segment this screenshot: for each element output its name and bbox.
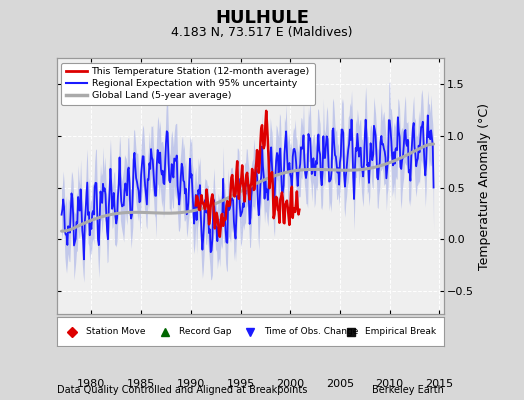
Text: Record Gap: Record Gap <box>179 327 231 336</box>
Text: Berkeley Earth: Berkeley Earth <box>373 385 444 395</box>
Text: Time of Obs. Change: Time of Obs. Change <box>264 327 358 336</box>
Legend: This Temperature Station (12-month average), Regional Expectation with 95% uncer: This Temperature Station (12-month avera… <box>61 63 314 105</box>
Text: Station Move: Station Move <box>86 327 145 336</box>
Y-axis label: Temperature Anomaly (°C): Temperature Anomaly (°C) <box>478 102 492 270</box>
Text: HULHULE: HULHULE <box>215 9 309 27</box>
Text: 4.183 N, 73.517 E (Maldives): 4.183 N, 73.517 E (Maldives) <box>171 26 353 39</box>
Text: Empirical Break: Empirical Break <box>365 327 436 336</box>
Text: Data Quality Controlled and Aligned at Breakpoints: Data Quality Controlled and Aligned at B… <box>57 385 307 395</box>
